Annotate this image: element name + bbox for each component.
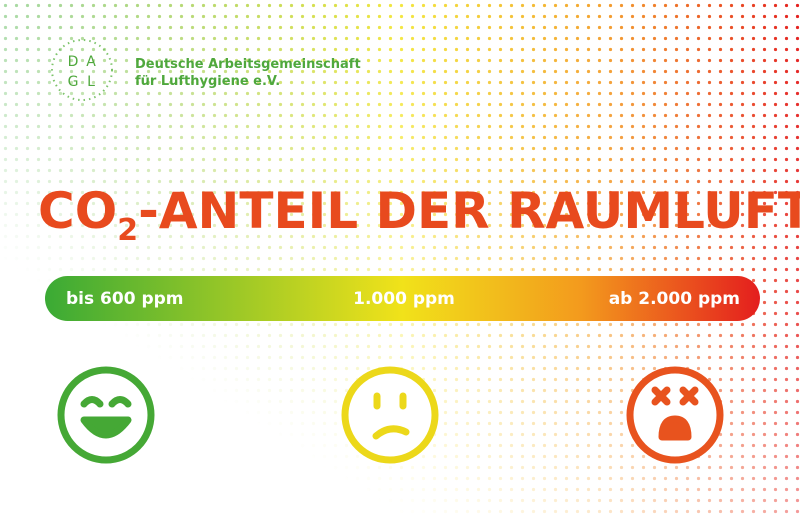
scale-bar xyxy=(45,276,760,321)
logo: D A G L xyxy=(51,39,113,101)
logo-letter: G xyxy=(68,74,79,90)
logo-letter: D xyxy=(68,54,79,70)
logo-letter: A xyxy=(86,54,96,70)
happy-face xyxy=(57,366,155,464)
scale-label: bis 600 ppm xyxy=(66,289,184,309)
scale-label: 1.000 ppm xyxy=(353,289,455,309)
title-prefix: CO xyxy=(38,182,117,240)
title-subscript: 2 xyxy=(117,213,138,248)
logo-letter: L xyxy=(87,74,95,90)
scale-label: ab 2.000 ppm xyxy=(609,289,740,309)
org-name: Deutsche Arbeitsgemeinschaft xyxy=(135,57,361,72)
neutral-face xyxy=(341,366,439,464)
title-rest: -ANTEIL DER RAUMLUFT xyxy=(138,182,800,240)
dizzy-face xyxy=(626,366,724,464)
title: CO2-ANTEIL DER RAUMLUFT xyxy=(38,182,800,248)
logo-ring xyxy=(51,39,113,101)
org-name: für Lufthygiene e.V. xyxy=(135,74,280,89)
